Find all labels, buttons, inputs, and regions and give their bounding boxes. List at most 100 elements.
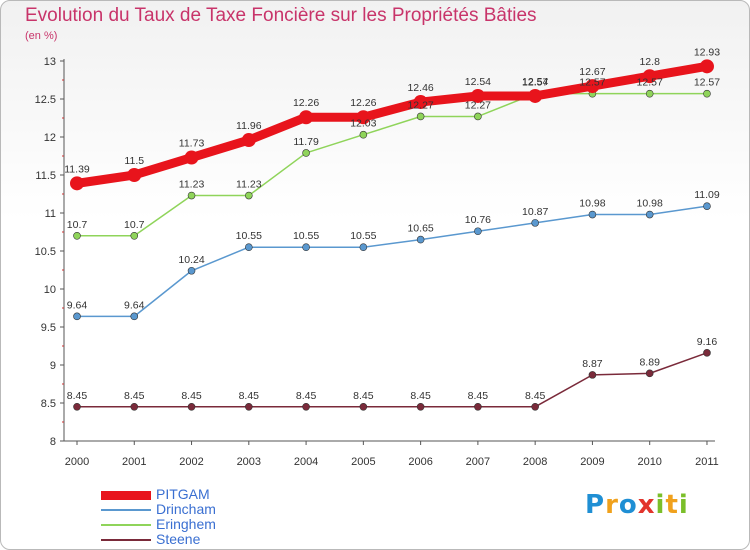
data-point-drincham: [302, 243, 310, 251]
y-tick-label: 10.5: [35, 246, 56, 258]
data-point-steene: [187, 402, 196, 411]
proxiti-logo: Proxiti: [585, 490, 689, 520]
data-point-eringhem: [73, 232, 81, 240]
data-label-drincham: 10.87: [522, 206, 548, 218]
data-point-eringhem: [359, 130, 368, 139]
legend-swatch: [101, 524, 151, 526]
data-label-pitgam: 11.39: [64, 163, 90, 175]
data-label-steene: 8.45: [124, 390, 145, 402]
data-point-drincham: [245, 243, 253, 251]
data-label-eringhem: 11.23: [179, 179, 205, 191]
data-point-drincham: [73, 312, 81, 321]
data-label-pitgam: 12.54: [465, 76, 491, 88]
x-tick-label: 2011: [695, 456, 719, 468]
x-tick-label: 2004: [294, 456, 318, 468]
data-point-steene: [588, 371, 597, 379]
data-point-steene: [703, 349, 711, 357]
data-point-steene: [245, 402, 253, 411]
chart-title: Evolution du Taux de Taxe Foncière sur l…: [25, 5, 537, 26]
y-tick-label: 8.5: [41, 398, 56, 410]
data-label-drincham: 9.64: [124, 299, 145, 311]
data-point-eringhem: [703, 89, 711, 98]
data-point-drincham: [474, 227, 482, 236]
data-point-pitgam: [642, 69, 657, 84]
data-label-pitgam: 11.73: [179, 138, 205, 150]
legend-swatch: [101, 539, 151, 541]
series-line-steene: [77, 352, 708, 408]
data-label-steene: 8.45: [468, 390, 489, 402]
data-label-drincham: 10.55: [236, 230, 262, 242]
data-point-drincham: [187, 266, 196, 275]
data-point-pitgam: [299, 110, 314, 125]
data-label-eringhem: 12.57: [522, 77, 548, 89]
data-label-drincham: 10.98: [637, 198, 663, 210]
x-tick-label: 2008: [523, 456, 547, 468]
series-line-drincham: [77, 205, 708, 318]
y-tick-label: 11: [45, 208, 56, 220]
data-label-steene: 8.45: [67, 390, 88, 402]
data-point-eringhem: [416, 112, 425, 121]
data-label-steene: 8.45: [239, 390, 260, 402]
data-label-pitgam: 12.93: [694, 46, 720, 58]
data-label-drincham: 9.64: [67, 299, 88, 311]
data-label-steene: 8.45: [410, 390, 431, 402]
x-tick-label: 2009: [580, 456, 604, 468]
data-label-pitgam: 12.26: [293, 97, 319, 109]
data-label-pitgam: 11.5: [124, 155, 144, 167]
data-label-steene: 8.45: [525, 390, 546, 402]
data-point-steene: [130, 402, 139, 411]
data-point-steene: [474, 402, 482, 411]
data-point-eringhem: [474, 112, 482, 121]
data-label-eringhem: 12.27: [465, 99, 491, 111]
y-tick-label: 12: [44, 132, 56, 144]
x-tick-label: 2006: [408, 456, 432, 468]
x-tick-label: 2003: [237, 456, 261, 468]
data-point-pitgam: [184, 150, 199, 165]
data-label-drincham: 10.55: [350, 230, 376, 242]
x-tick-label: 2002: [179, 456, 203, 468]
data-label-eringhem: 12.03: [350, 118, 376, 130]
data-label-eringhem: 12.57: [579, 77, 605, 89]
data-point-drincham: [416, 235, 425, 244]
series-layer: [70, 59, 714, 411]
series-line-eringhem: [77, 92, 707, 237]
y-tick-label: 11.5: [35, 170, 56, 182]
data-point-steene: [73, 402, 81, 411]
data-point-eringhem: [645, 89, 654, 98]
data-point-pitgam: [356, 110, 371, 125]
legend-label: Eringhem: [156, 516, 216, 532]
x-tick-label: 2001: [122, 456, 146, 468]
data-point-pitgam: [413, 95, 428, 110]
data-point-pitgam: [699, 59, 714, 74]
x-tick-label: 2005: [351, 456, 375, 468]
data-label-pitgam: 12.8: [639, 56, 660, 68]
axes: 8 8.5 9 9.5 10 10.5 11 11.5 12 12.5 13 2000 2001 2002…: [35, 56, 719, 468]
data-point-pitgam: [70, 176, 84, 191]
data-label-pitgam: 12.46: [407, 82, 433, 94]
series-line-pitgam: [76, 61, 708, 188]
data-point-eringhem: [130, 232, 139, 240]
data-label-pitgam: 11.96: [236, 120, 262, 132]
data-point-steene: [416, 402, 425, 411]
data-label-eringhem: 10.7: [67, 219, 88, 231]
legend-swatch: [101, 509, 151, 511]
data-point-pitgam: [241, 133, 256, 148]
data-point-eringhem: [302, 149, 310, 157]
data-point-pitgam: [528, 88, 543, 103]
data-label-pitgam: 12.54: [522, 76, 548, 88]
legend-label: Drincham: [156, 501, 216, 517]
data-label-eringhem: 12.27: [407, 99, 433, 111]
data-point-pitgam: [470, 88, 485, 103]
data-label-steene: 8.89: [639, 356, 660, 368]
data-point-drincham: [645, 210, 654, 219]
data-point-steene: [302, 402, 310, 411]
data-point-eringhem: [245, 191, 253, 200]
data-point-steene: [359, 402, 368, 411]
data-label-steene: 9.16: [697, 336, 718, 348]
data-point-steene: [531, 402, 539, 411]
y-tick-label: 13: [44, 56, 56, 68]
data-point-drincham: [359, 243, 368, 251]
data-point-drincham: [531, 219, 539, 227]
